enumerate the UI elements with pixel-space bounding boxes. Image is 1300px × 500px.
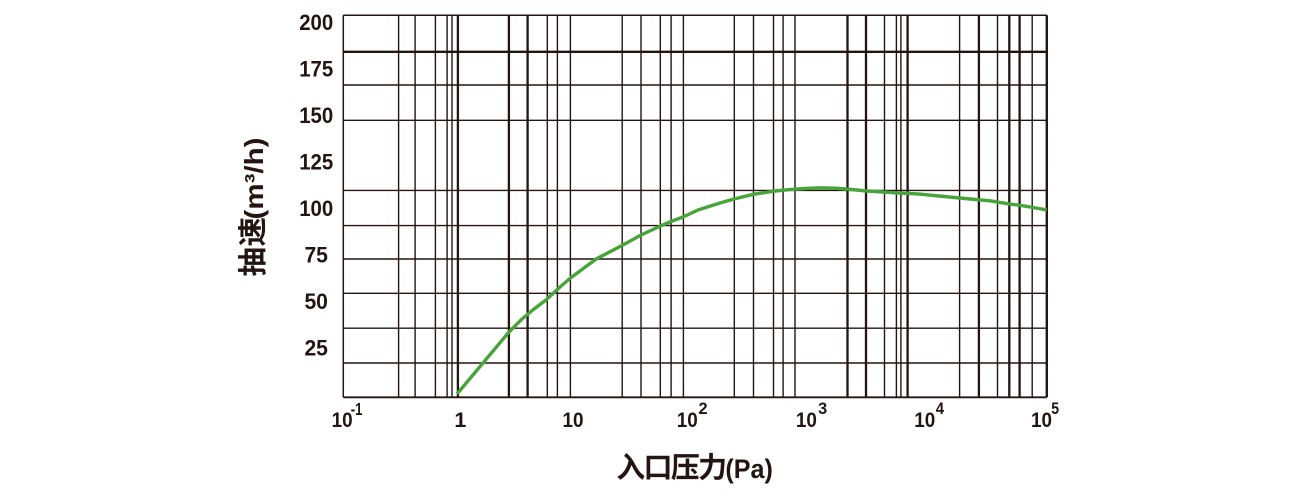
svg-text:75: 75 [304, 243, 328, 268]
svg-text:100: 100 [299, 196, 333, 221]
svg-text:10: 10 [332, 408, 353, 432]
svg-text:5: 5 [1051, 399, 1059, 418]
svg-text:125: 125 [299, 150, 333, 175]
svg-text:50: 50 [304, 289, 328, 314]
svg-text:10: 10 [914, 408, 935, 432]
svg-text:10: 10 [677, 408, 698, 432]
svg-text:(m³/h): (m³/h) [239, 138, 269, 220]
svg-text:150: 150 [299, 103, 333, 128]
svg-text:(Pa): (Pa) [725, 454, 773, 484]
svg-text:10: 10 [796, 408, 817, 432]
svg-text:10: 10 [563, 408, 584, 432]
svg-text:10: 10 [1031, 408, 1052, 432]
svg-text:25: 25 [304, 336, 328, 361]
svg-text:175: 175 [299, 57, 333, 82]
svg-text:4: 4 [936, 399, 945, 418]
svg-text:1: 1 [454, 408, 466, 432]
svg-text:-1: -1 [351, 399, 363, 419]
svg-text:2: 2 [699, 399, 708, 418]
svg-text:200: 200 [299, 10, 333, 35]
svg-text:3: 3 [818, 399, 827, 418]
